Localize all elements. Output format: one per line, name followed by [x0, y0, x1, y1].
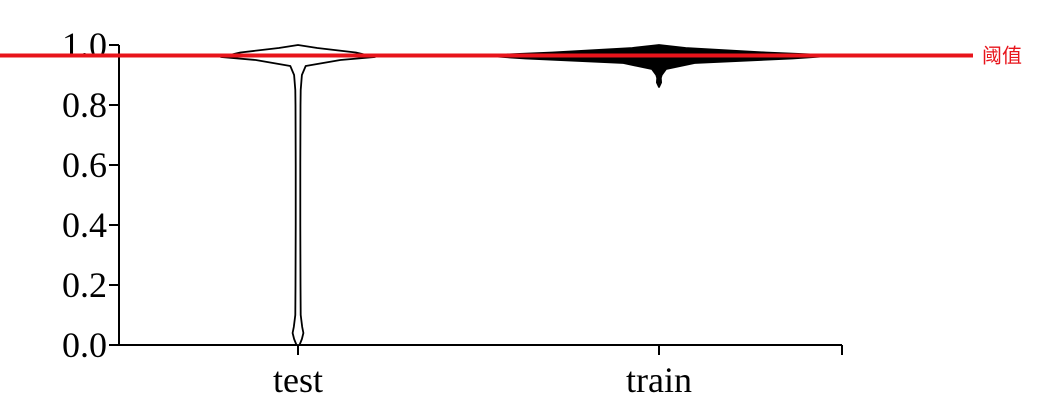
y-axis: 0.0 0.2 0.4 0.6 0.8 1.0 [62, 25, 120, 365]
y-tick-label: 1.0 [62, 25, 107, 65]
y-tick-label: 0.0 [62, 325, 107, 365]
y-tick-label: 0.4 [62, 205, 107, 245]
violin-test [220, 44, 376, 346]
violin-train [480, 44, 838, 88]
threshold: 阈值 [0, 44, 1022, 68]
x-tick-label-test: test [273, 360, 323, 400]
threshold-label: 阈值 [982, 44, 1022, 68]
y-tick-label: 0.8 [62, 85, 107, 125]
violins [220, 44, 838, 346]
x-axis: test train [119, 344, 843, 400]
y-tick-label: 0.6 [62, 145, 107, 185]
y-tick-label: 0.2 [62, 265, 107, 305]
x-tick-label-train: train [626, 360, 692, 400]
